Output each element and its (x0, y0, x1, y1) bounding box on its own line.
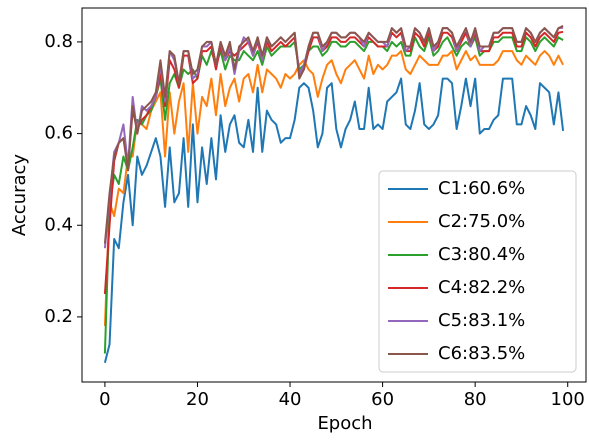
series-line (103, 77, 565, 363)
legend-label: C5:83.1% (438, 310, 525, 331)
x-tick-label: 0 (99, 389, 110, 410)
legend-label: C1:60.6% (438, 178, 525, 199)
legend-box (378, 170, 577, 373)
legend-label: C2:75.0% (438, 211, 525, 232)
y-tick-label: 0.6 (44, 123, 73, 144)
y-tick-label: 0.4 (44, 214, 73, 235)
x-tick-label: 20 (186, 389, 209, 410)
axes-frame (81, 7, 587, 383)
series-line (103, 24, 564, 244)
x-axis-label: Epoch (317, 413, 372, 434)
y-tick-label: 0.2 (44, 306, 73, 327)
legend-label: C3:80.4% (438, 244, 525, 265)
legend-label: C4:82.2% (438, 277, 525, 298)
y-tick-label: 0.8 (44, 31, 73, 52)
x-tick-label: 40 (279, 389, 302, 410)
x-tick-label: 60 (371, 389, 394, 410)
x-tick-label: 100 (551, 389, 585, 410)
x-tick-label: 80 (464, 389, 487, 410)
y-axis-label: Accuracy (9, 154, 30, 237)
series-line (103, 50, 564, 327)
legend-label: C6:83.5% (438, 343, 525, 364)
